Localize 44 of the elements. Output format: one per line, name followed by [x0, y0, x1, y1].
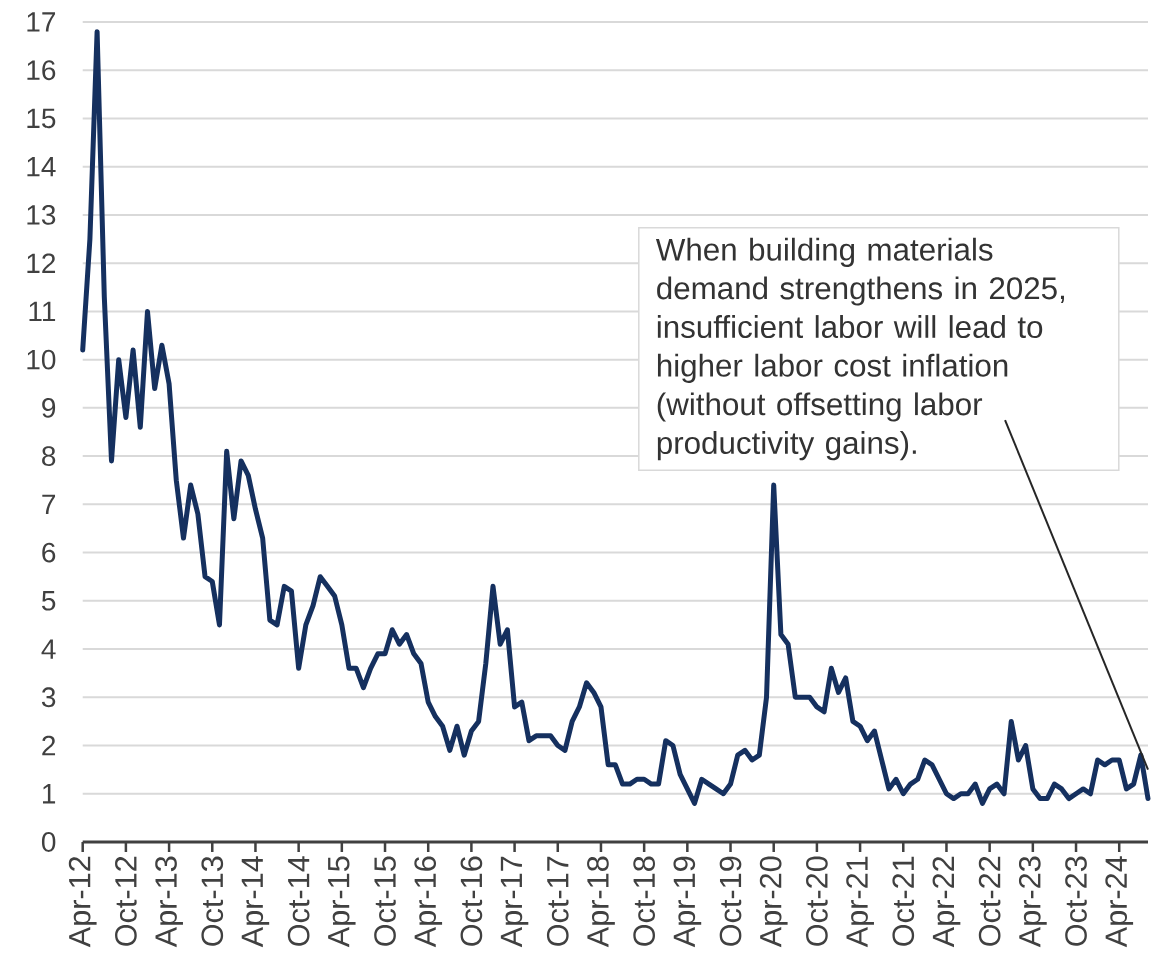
x-tick-label: Apr-24	[1105, 856, 1134, 948]
x-tick-label: Apr-13	[155, 856, 183, 948]
x-tick-label: Apr-16	[414, 856, 443, 948]
x-tick-label: Apr-19	[673, 856, 702, 948]
y-tick-label: 12	[27, 253, 56, 273]
y-tick-label: 6	[42, 542, 56, 563]
x-tick-label: Oct-20	[806, 856, 828, 946]
x-tick-label: Oct-22	[978, 856, 1001, 946]
y-tick-label: 11	[29, 301, 56, 322]
x-tick-label: Oct-12	[115, 856, 137, 946]
x-tick-label: Oct-14	[287, 856, 310, 946]
y-tick-label: 16	[27, 60, 56, 81]
y-tick-label: 3	[41, 687, 56, 708]
y-tick-label: 10	[27, 349, 56, 370]
x-tick-label: Apr-18	[587, 856, 615, 948]
x-tick-label: Oct-21	[892, 856, 915, 946]
y-tick-label: 8	[42, 446, 56, 467]
x-tick-label: Oct-17	[546, 856, 569, 946]
y-tick-label: 2	[42, 735, 56, 756]
x-tick-label: Apr-12	[68, 856, 97, 948]
y-tick-label: 7	[42, 494, 56, 514]
y-tick-label: 1	[43, 784, 56, 804]
x-tick-label: Oct-23	[1065, 856, 1087, 946]
x-tick-label: Apr-14	[241, 856, 270, 948]
y-tick-label: 13	[27, 205, 56, 225]
x-tick-label: Oct-16	[460, 856, 483, 946]
x-tick-label: Apr-23	[1018, 856, 1047, 948]
y-tick-label: 15	[27, 108, 56, 129]
y-tick-label: 14	[27, 157, 56, 177]
y-tick-label: 0	[41, 832, 56, 852]
x-tick-label: Apr-15	[328, 856, 356, 948]
y-tick-label: 9	[42, 397, 56, 418]
x-tick-label: Apr-17	[500, 856, 529, 948]
x-tick-label: Oct-13	[201, 856, 224, 946]
x-tick-label: Oct-15	[374, 856, 396, 946]
x-tick-label: Oct-18	[633, 856, 655, 946]
x-tick-label: Apr-22	[932, 856, 961, 948]
x-tick-label: Apr-20	[759, 856, 788, 948]
y-tick-label: 4	[41, 639, 56, 659]
y-tick-label: 5	[42, 591, 56, 611]
annotation: When building materials demand strengthens in 2025, insufficient labor will lead to higher labor cost inflation (without offsetting labor productivity gains).	[655, 237, 1064, 461]
y-tick-label: 17	[27, 12, 56, 32]
x-tick-label: Oct-19	[719, 856, 742, 946]
x-tick-label: Apr-21	[846, 856, 874, 948]
